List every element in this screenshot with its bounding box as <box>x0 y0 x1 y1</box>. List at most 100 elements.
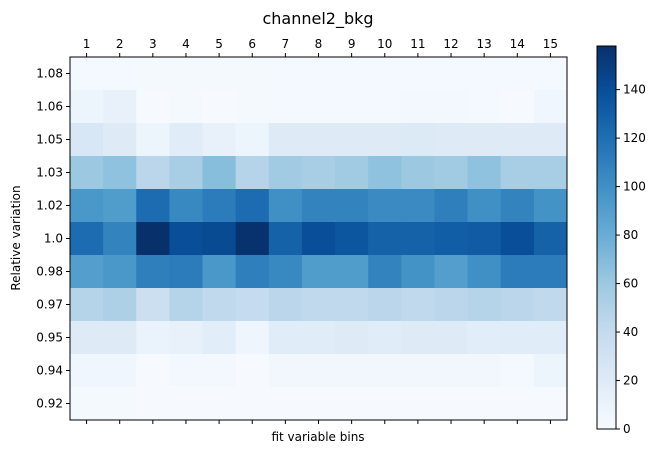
heatmap-cell <box>500 156 535 190</box>
x-tick-label: 5 <box>215 37 223 51</box>
heatmap-cell <box>202 156 237 190</box>
x-tick-label: 15 <box>543 37 558 51</box>
x-tick-label: 7 <box>282 37 290 51</box>
heatmap-cell <box>202 255 237 289</box>
heatmap-cell <box>169 222 204 256</box>
heatmap-cell <box>103 90 137 124</box>
heatmap-cell <box>70 57 104 91</box>
heatmap-cell <box>202 387 237 421</box>
heatmap-cell <box>235 90 270 124</box>
heatmap-cell <box>500 387 535 421</box>
heatmap-cell <box>136 288 170 322</box>
heatmap-cell <box>268 57 303 91</box>
heatmap-cell <box>401 255 435 289</box>
heatmap-cell <box>401 354 435 388</box>
heatmap-cell <box>169 288 204 322</box>
heatmap-cell <box>136 387 170 421</box>
y-tick-label: 0.92 <box>36 397 63 411</box>
heatmap-cell <box>467 255 502 289</box>
heatmap-cell <box>401 189 435 223</box>
x-axis-label: fit variable bins <box>271 430 364 444</box>
heatmap-cell <box>368 354 402 388</box>
heatmap-cell <box>268 354 303 388</box>
heatmap-cell <box>500 189 535 223</box>
heatmap-cell <box>202 90 237 124</box>
x-tick-label: 9 <box>348 37 356 51</box>
heatmap-cell <box>500 57 535 91</box>
heatmap-cell <box>533 189 568 223</box>
heatmap-cell <box>202 288 237 322</box>
heatmap-cell <box>70 123 104 157</box>
heatmap-cell <box>70 156 104 190</box>
heatmap-cell <box>434 90 469 124</box>
heatmap-cell <box>70 222 104 256</box>
heatmap-cell <box>335 387 369 421</box>
x-tick-label: 11 <box>410 37 425 51</box>
colorbar-tick-label: 20 <box>623 374 638 388</box>
heatmap-cell <box>136 57 170 91</box>
heatmap-cell <box>434 354 469 388</box>
heatmap-cell <box>136 189 170 223</box>
heatmap-cell <box>401 288 435 322</box>
heatmap-cell <box>467 90 502 124</box>
heatmap-cell <box>335 255 369 289</box>
heatmap-cell <box>335 321 369 355</box>
heatmap-cell <box>368 387 402 421</box>
heatmap-cell <box>235 189 270 223</box>
heatmap-cell <box>70 288 104 322</box>
heatmap-cell <box>103 156 137 190</box>
heatmap-cell <box>533 57 568 91</box>
heatmap-cell <box>368 156 402 190</box>
x-tick-label: 1 <box>83 37 91 51</box>
heatmap-cell <box>500 222 535 256</box>
heatmap-cell <box>368 288 402 322</box>
heatmap-cell <box>235 288 270 322</box>
heatmap-cell <box>533 123 568 157</box>
heatmap-cell <box>368 321 402 355</box>
heatmap-cell <box>301 387 336 421</box>
heatmap-cell <box>301 189 336 223</box>
heatmap-cell <box>169 57 204 91</box>
heatmap-cell <box>434 255 469 289</box>
heatmap-cell <box>235 57 270 91</box>
heatmap-cell <box>467 156 502 190</box>
heatmap-cell <box>136 222 170 256</box>
heatmap-cell <box>401 123 435 157</box>
heatmap-cell <box>401 90 435 124</box>
y-tick-label: 1.0 <box>44 232 63 246</box>
heatmap-cell <box>103 57 137 91</box>
heatmap-cell <box>169 90 204 124</box>
heatmap-cell <box>467 354 502 388</box>
colorbar-tick-label: 100 <box>623 180 646 194</box>
heatmap-cell <box>533 156 568 190</box>
heatmap-cell <box>500 354 535 388</box>
heatmap-cell <box>301 90 336 124</box>
x-tick-label: 4 <box>182 37 190 51</box>
heatmap-cell <box>533 321 568 355</box>
heatmap-cell <box>533 222 568 256</box>
heatmap-cell <box>103 288 137 322</box>
x-tick-label: 10 <box>377 37 392 51</box>
chart-title: channel2_bkg <box>262 9 373 29</box>
heatmap-cell <box>202 222 237 256</box>
y-tick-label: 0.98 <box>36 265 63 279</box>
heatmap-cell <box>235 255 270 289</box>
heatmap-cell <box>500 123 535 157</box>
heatmap-cell <box>103 222 137 256</box>
y-tick-label: 0.95 <box>36 331 63 345</box>
heatmap-cell <box>301 156 336 190</box>
heatmap-cell <box>136 321 170 355</box>
heatmap-cell <box>467 189 502 223</box>
heatmap-cell <box>70 255 104 289</box>
x-tick-label: 6 <box>248 37 256 51</box>
heatmap-cell <box>301 255 336 289</box>
heatmap-cell <box>368 90 402 124</box>
heatmap-cell <box>467 387 502 421</box>
heatmap-cell <box>401 321 435 355</box>
colorbar <box>596 45 617 430</box>
heatmap-cell <box>434 222 469 256</box>
heatmap-cell <box>301 123 336 157</box>
heatmap-cell <box>368 123 402 157</box>
heatmap-cell <box>401 156 435 190</box>
